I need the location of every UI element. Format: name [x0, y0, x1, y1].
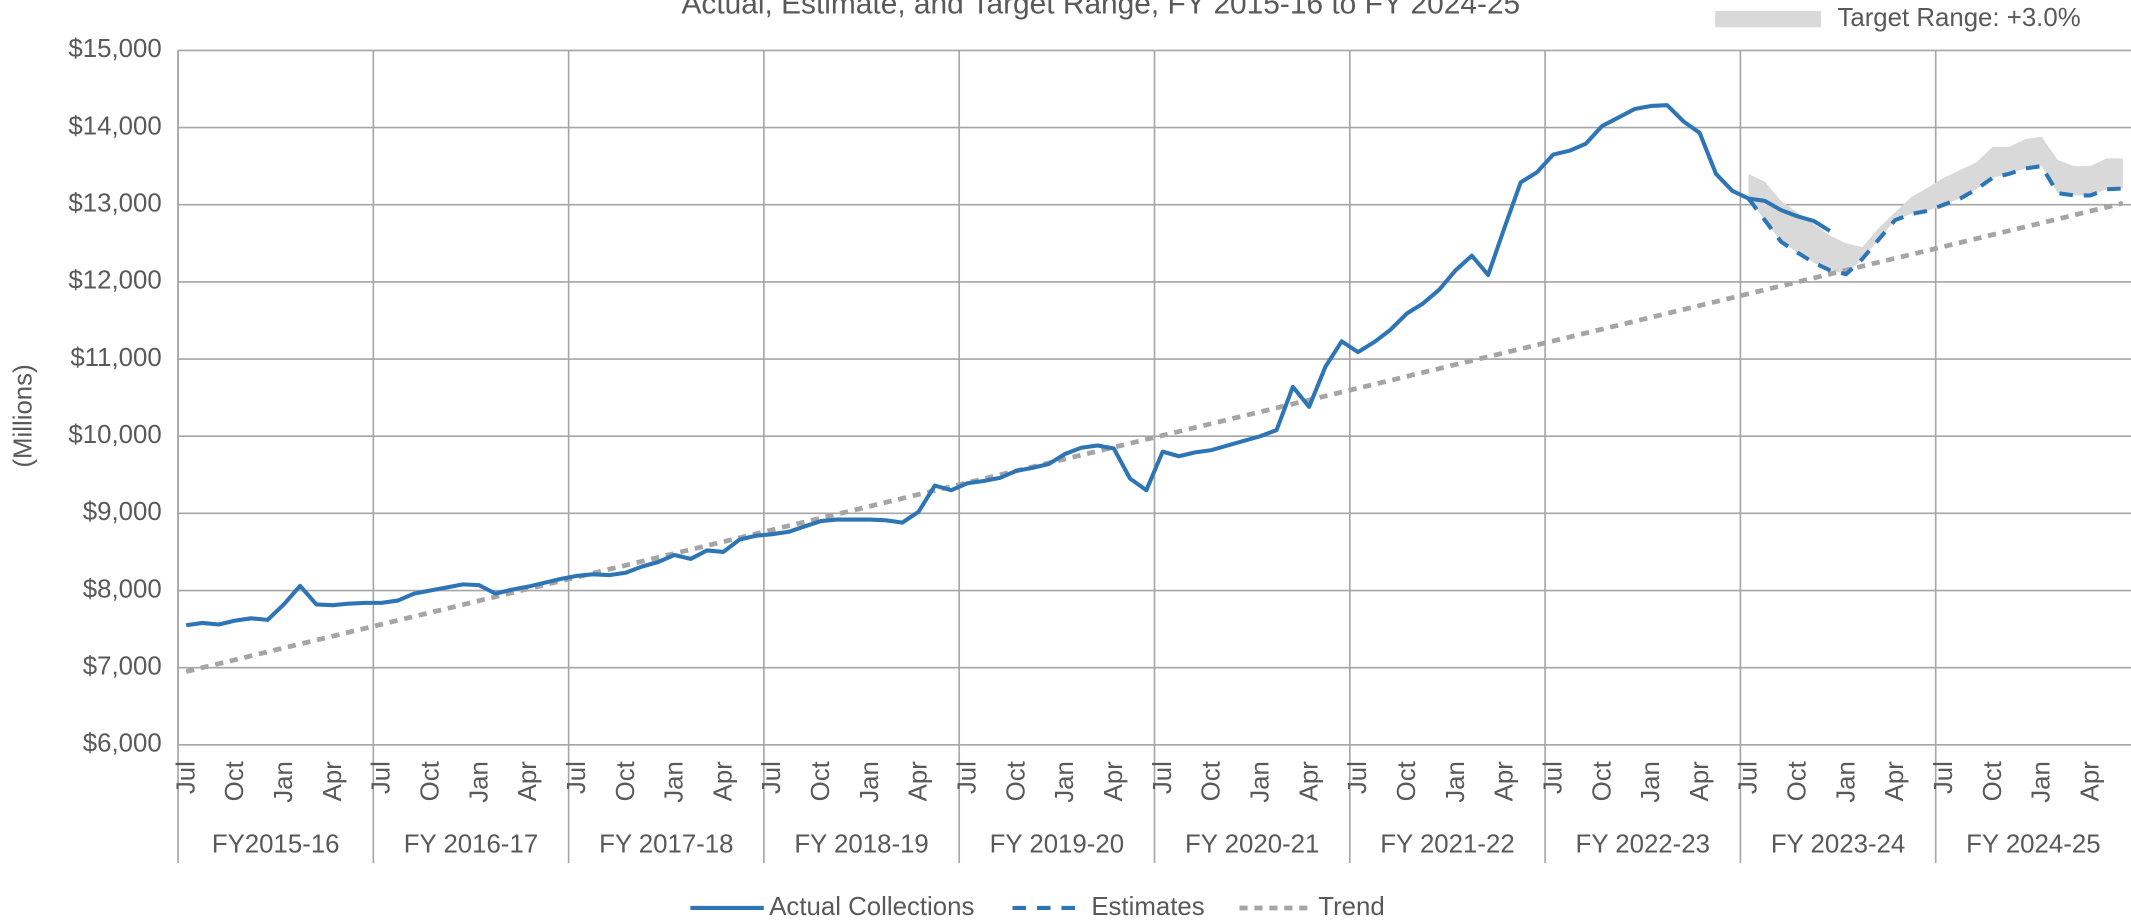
x-tick-label: Jan [270, 761, 298, 803]
y-tick-label: $12,000 [68, 267, 161, 295]
y-axis-label: (Millions) [9, 364, 37, 467]
x-tick-label: Jan [661, 761, 689, 803]
x-tick-label: Jan [1442, 761, 1470, 803]
x-tick-label: Jul [954, 761, 982, 794]
group-label: FY2015-16 [212, 830, 340, 858]
y-tick-label: $10,000 [68, 421, 161, 449]
x-tick-label: Jul [1539, 761, 1567, 794]
x-tick-label: Jul [368, 761, 396, 794]
y-tick-label: $7,000 [83, 653, 162, 681]
x-tick-label: Jul [1344, 761, 1372, 794]
y-tick-label: $6,000 [83, 730, 162, 758]
x-tick-label: Jul [172, 761, 200, 794]
x-tick-label: Jul [1735, 761, 1763, 794]
group-label: FY 2022-23 [1576, 830, 1710, 858]
group-label: FY 2016-17 [404, 830, 538, 858]
legend-label: Estimates [1091, 893, 1204, 921]
series-line [185, 200, 2124, 674]
legend-label: Trend [1318, 893, 1384, 921]
legend-label: Target Range: +3.0% [1837, 4, 2080, 32]
x-tick-label: Oct [1002, 761, 1030, 801]
legend-label: Actual Collections [769, 893, 974, 921]
x-tick-label: Apr [709, 761, 737, 802]
y-tick-label: $8,000 [83, 575, 162, 603]
x-tick-label: Apr [1491, 761, 1519, 802]
x-tick-label: Jul [758, 761, 786, 794]
x-tick-label: Jul [563, 761, 591, 794]
group-label: FY 2023-24 [1771, 830, 1905, 858]
x-tick-label: Jan [1637, 761, 1665, 803]
y-tick-label: $14,000 [68, 112, 161, 140]
y-tick-label: $15,000 [68, 35, 161, 63]
x-tick-label: Apr [514, 761, 542, 802]
x-tick-label: Oct [612, 761, 640, 801]
x-tick-label: Oct [1979, 761, 2007, 801]
x-tick-label: Oct [221, 761, 249, 801]
x-tick-label: Jan [1832, 761, 1860, 803]
x-tick-label: Oct [1393, 761, 1421, 801]
group-label: FY 2020-21 [1185, 830, 1319, 858]
x-tick-label: Jan [2028, 761, 2056, 803]
x-tick-label: Apr [319, 761, 347, 802]
y-tick-label: $9,000 [83, 498, 162, 526]
x-tick-label: Apr [905, 761, 933, 802]
chart-title: Actual, Estimate, and Target Range, FY 2… [681, 0, 1520, 20]
legend-swatch [1715, 10, 1822, 28]
series-line [1746, 164, 2123, 277]
x-tick-label: Jan [465, 761, 493, 803]
group-label: FY 2021-22 [1380, 830, 1514, 858]
target-band [1748, 136, 2123, 275]
series-line [185, 103, 1831, 628]
x-tick-label: Oct [1784, 761, 1812, 801]
x-tick-label: Apr [1295, 761, 1323, 802]
y-tick-label: $11,000 [70, 344, 161, 372]
x-tick-label: Apr [1100, 761, 1128, 802]
x-tick-label: Jan [1246, 761, 1274, 803]
x-tick-label: Oct [807, 761, 835, 801]
x-tick-label: Oct [416, 761, 444, 801]
x-tick-label: Apr [1881, 761, 1909, 802]
y-tick-label: $13,000 [68, 190, 161, 218]
x-tick-label: Jul [1930, 761, 1958, 794]
x-tick-label: Jan [856, 761, 884, 803]
x-tick-label: Jul [1149, 761, 1177, 794]
x-tick-label: Jan [1051, 761, 1079, 803]
group-label: FY 2024-25 [1966, 830, 2100, 858]
x-tick-label: Apr [2077, 761, 2105, 802]
group-label: FY 2017-18 [599, 830, 733, 858]
x-tick-label: Apr [1686, 761, 1714, 802]
x-tick-label: Oct [1198, 761, 1226, 801]
x-tick-label: Oct [1588, 761, 1616, 801]
group-label: FY 2019-20 [990, 830, 1124, 858]
group-label: FY 2018-19 [794, 830, 928, 858]
